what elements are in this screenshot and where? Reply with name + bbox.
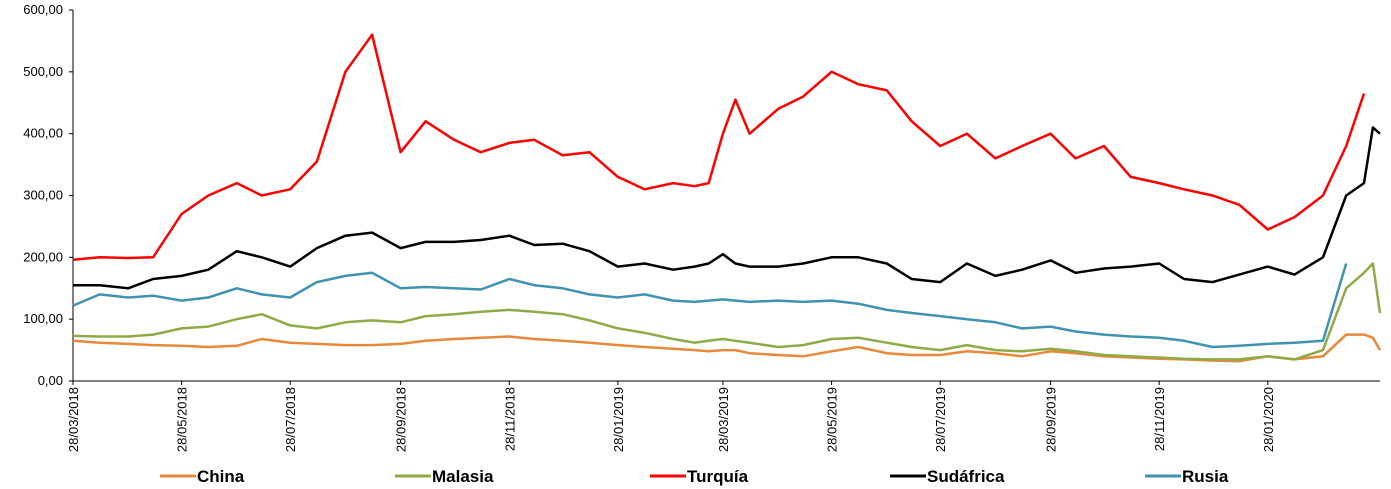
y-tick-label: 100,00 — [23, 311, 63, 326]
x-tick-label: 28/03/2018 — [66, 387, 81, 452]
legend-label: Turquía — [687, 467, 749, 486]
x-tick-label: 28/09/2018 — [394, 387, 409, 452]
legend-label: China — [197, 467, 245, 486]
x-tick-label: 28/11/2018 — [502, 387, 517, 451]
series-line — [72, 263, 1348, 349]
y-tick-label: 0,00 — [38, 373, 63, 388]
x-tick-label: 28/07/2018 — [283, 387, 298, 452]
legend-label: Sudáfrica — [927, 467, 1005, 486]
series-line — [73, 126, 1381, 290]
y-tick-label: 300,00 — [23, 188, 63, 203]
legend-label: Rusia — [1182, 467, 1229, 486]
x-tick-label: 28/01/2020 — [1261, 387, 1276, 452]
y-tick-label: 200,00 — [23, 249, 63, 264]
y-tick-label: 600,00 — [23, 2, 63, 17]
x-tick-label: 28/01/2019 — [611, 387, 626, 452]
x-tick-label: 28/05/2019 — [825, 387, 840, 452]
x-tick-label: 28/07/2019 — [933, 387, 948, 452]
y-tick-label: 400,00 — [23, 126, 63, 141]
x-tick-label: 28/05/2018 — [175, 387, 190, 452]
x-tick-label: 28/09/2019 — [1044, 387, 1059, 452]
x-tick-label: 28/11/2019 — [1152, 387, 1167, 451]
legend-label: Malasia — [432, 467, 494, 486]
series-line — [72, 33, 1366, 262]
series-line — [72, 262, 1382, 361]
x-tick-label: 28/03/2019 — [716, 387, 731, 452]
y-tick-label: 500,00 — [23, 64, 63, 79]
